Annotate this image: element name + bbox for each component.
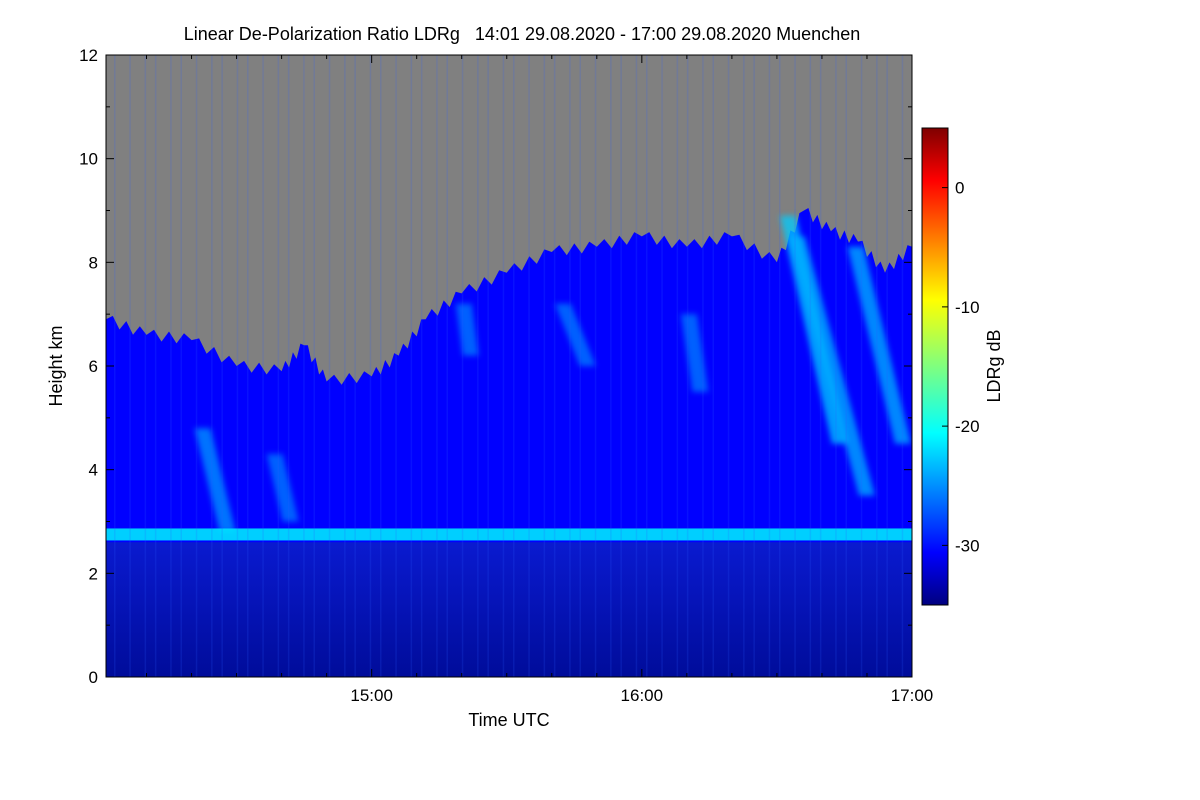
- colorbar-tick-label: -10: [955, 298, 980, 317]
- stripe: [553, 55, 556, 677]
- stripe: [779, 55, 781, 677]
- stripe: [114, 55, 116, 677]
- stripe: [610, 55, 612, 677]
- stripe: [369, 55, 372, 677]
- stripe: [502, 55, 505, 677]
- stripe: [753, 55, 755, 677]
- streak: [680, 314, 709, 392]
- streak: [847, 246, 911, 444]
- stripe: [886, 55, 888, 677]
- stripe: [180, 55, 182, 677]
- x-tick-label: 15:00: [350, 686, 393, 705]
- stripe: [487, 55, 489, 677]
- stripe: [768, 55, 771, 677]
- stripe: [727, 55, 730, 677]
- stripe: [236, 55, 239, 677]
- y-tick-label: 0: [89, 668, 98, 687]
- stripe: [543, 55, 546, 677]
- y-tick-label: 2: [89, 564, 98, 583]
- stripe: [860, 55, 863, 677]
- vertical-stripes: [114, 55, 904, 677]
- stripe: [144, 55, 147, 677]
- stripe: [743, 55, 745, 677]
- x-axis-title: Time UTC: [468, 710, 549, 730]
- colorbar-tick-label: 0: [955, 179, 964, 198]
- stripe: [221, 55, 223, 677]
- stripe: [528, 55, 530, 677]
- stripe: [676, 55, 679, 677]
- stripe: [262, 55, 264, 677]
- stripe: [646, 55, 648, 677]
- y-tick-label: 8: [89, 253, 98, 272]
- y-tick-label: 6: [89, 357, 98, 376]
- stripe: [410, 55, 413, 677]
- stripe: [420, 55, 423, 677]
- colorbar-tick-label: -20: [955, 417, 980, 436]
- y-tick-label: 12: [79, 46, 98, 65]
- stripe: [195, 55, 198, 677]
- stripe: [835, 55, 837, 677]
- stripe: [620, 55, 622, 677]
- stripe: [513, 55, 515, 677]
- stripe: [579, 55, 581, 677]
- streak: [788, 236, 875, 496]
- y-tick-label: 10: [79, 150, 98, 169]
- colorbar-tick-label: -30: [955, 536, 980, 555]
- stripe: [313, 55, 315, 677]
- streak: [194, 428, 236, 532]
- stripe: [845, 55, 847, 677]
- stripe: [380, 55, 382, 677]
- stripe: [461, 55, 464, 677]
- stripe: [819, 55, 822, 677]
- colorbar-ticks: -30 -20 -10 0: [942, 179, 980, 555]
- colorbar-title: LDRg dB: [984, 329, 1004, 402]
- stripe: [661, 55, 663, 677]
- stripe: [287, 55, 290, 677]
- stripe: [594, 55, 597, 677]
- depolarization-streaks: [194, 215, 911, 532]
- streak: [554, 303, 596, 366]
- layer-band-2.7km: [106, 528, 912, 541]
- stripe: [154, 55, 157, 677]
- stripe: [794, 55, 796, 677]
- stripe: [354, 55, 356, 677]
- stripe: [211, 55, 213, 677]
- stripe: [702, 55, 704, 677]
- stripe: [328, 55, 331, 677]
- x-tick-label: 17:00: [891, 686, 934, 705]
- plot-area: [106, 55, 912, 677]
- colorbar: [921, 127, 949, 606]
- stripe: [569, 55, 571, 677]
- chart-title: Linear De-Polarization Ratio LDRg 14:01 …: [184, 24, 860, 44]
- stripe: [344, 55, 346, 677]
- boundary-layer-region: [106, 542, 912, 677]
- y-tick-label: 4: [89, 461, 98, 480]
- stripe: [901, 55, 904, 677]
- streak: [455, 303, 479, 356]
- axes: 0 2 4 6 8 10 12 15:00 16:00 17:00: [79, 46, 933, 705]
- stripe: [712, 55, 714, 677]
- stripe: [876, 55, 878, 677]
- stripe: [635, 55, 638, 677]
- streak: [266, 454, 299, 522]
- stripe: [436, 55, 438, 677]
- stripe: [170, 55, 172, 677]
- stripe: [446, 55, 448, 677]
- stripe: [129, 55, 131, 677]
- stripe: [477, 55, 479, 677]
- stripe: [277, 55, 280, 677]
- stripe: [247, 55, 249, 677]
- y-axis-title: Height km: [46, 325, 66, 406]
- x-tick-label: 16:00: [621, 686, 664, 705]
- stripe: [395, 55, 397, 677]
- stripe: [303, 55, 305, 677]
- stripe: [809, 55, 812, 677]
- stripe: [686, 55, 689, 677]
